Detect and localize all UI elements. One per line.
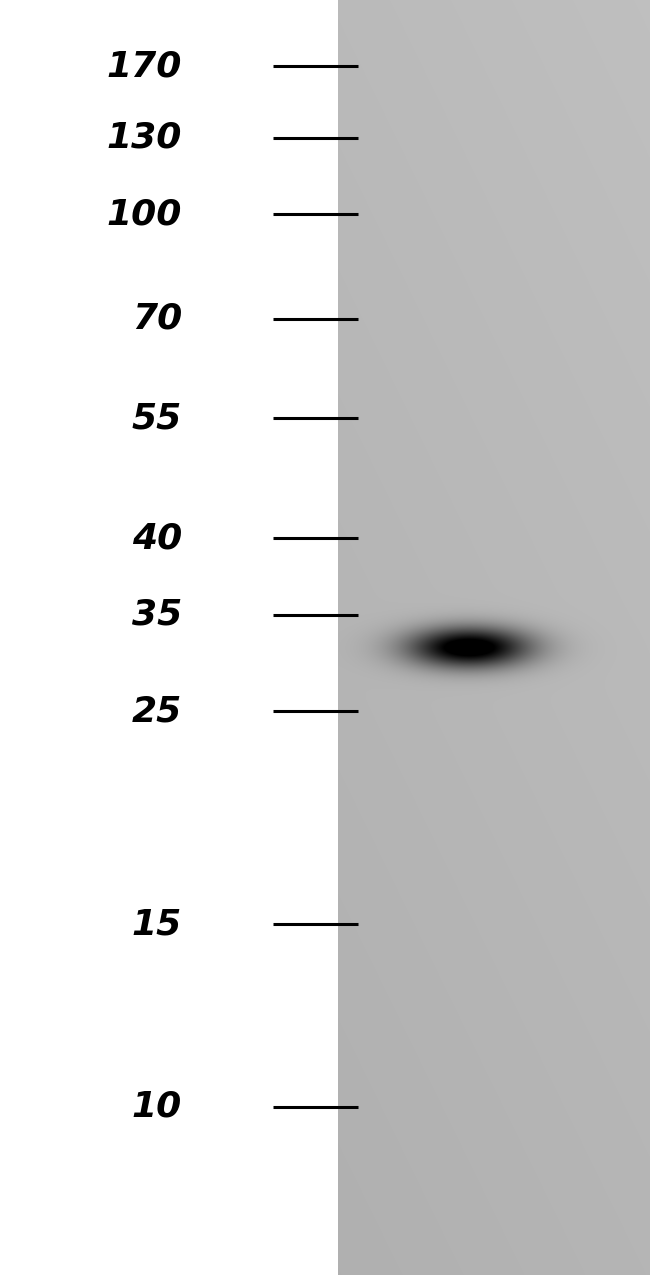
Text: 40: 40 — [132, 521, 182, 555]
Text: 10: 10 — [132, 1090, 182, 1123]
Text: 55: 55 — [132, 402, 182, 435]
Text: 70: 70 — [132, 302, 182, 335]
Bar — [0, 0, 338, 1275]
Text: 130: 130 — [107, 121, 182, 154]
Text: 170: 170 — [107, 50, 182, 83]
Text: 100: 100 — [107, 198, 182, 231]
Text: 35: 35 — [132, 598, 182, 631]
Text: 15: 15 — [132, 908, 182, 941]
Text: 25: 25 — [132, 695, 182, 728]
